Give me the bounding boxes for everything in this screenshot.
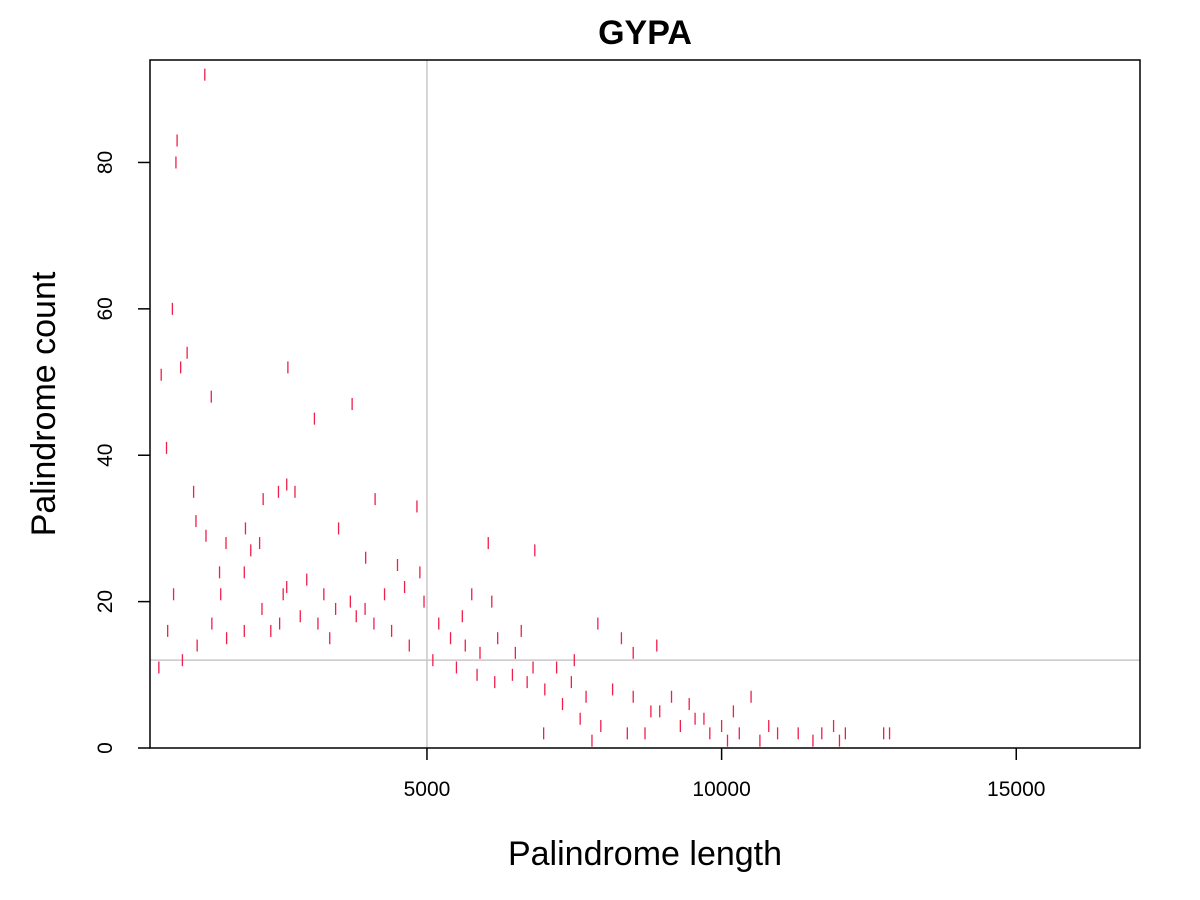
x-tick-label: 10000 (692, 778, 750, 801)
chart-title: GYPA (598, 14, 692, 52)
y-tick-label: 20 (94, 590, 117, 613)
x-axis: 5000 10000 15000 (404, 748, 1045, 801)
y-axis-label: Palindrome count (25, 271, 63, 536)
x-tick-label: 15000 (987, 778, 1045, 801)
y-axis: 0 20 40 60 80 (94, 151, 150, 754)
y-tick-label: 80 (94, 151, 117, 174)
data-points (158, 68, 891, 747)
x-axis-label: Palindrome length (508, 835, 782, 873)
reference-lines (150, 60, 1140, 748)
y-tick-label: 60 (94, 297, 117, 320)
plot-frame (149, 59, 1141, 749)
y-tick-label: 40 (94, 444, 117, 467)
x-tick-label: 5000 (404, 778, 451, 801)
y-tick-label: 0 (94, 742, 117, 754)
